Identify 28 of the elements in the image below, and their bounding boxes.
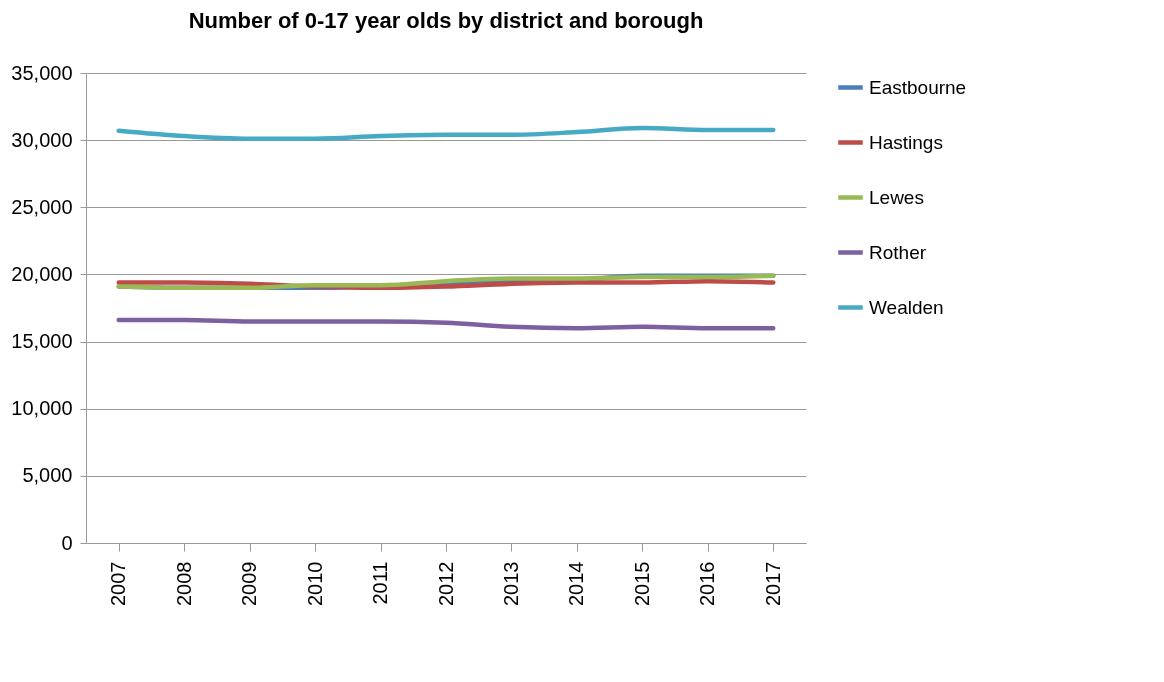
legend-label: Wealden: [869, 296, 944, 318]
legend-label: Hastings: [869, 131, 943, 153]
x-tick-label: 2016: [696, 561, 719, 606]
legend-label: Rother: [869, 241, 927, 263]
x-tick-label: 2012: [434, 561, 457, 606]
x-tick-label: 2011: [369, 561, 392, 605]
x-tick-label: 2007: [107, 561, 130, 606]
x-tick-label: 2017: [761, 561, 784, 606]
y-tick-label: 5,000: [22, 464, 73, 487]
y-tick-label: 15,000: [11, 330, 73, 353]
y-tick-label: 35,000: [11, 61, 73, 84]
y-tick-label: 20,000: [11, 262, 73, 285]
y-tick-label: 10,000: [11, 397, 73, 420]
x-tick-label: 2009: [238, 561, 261, 606]
y-tick-label: 30,000: [11, 128, 73, 151]
x-tick-label: 2015: [630, 561, 653, 606]
x-tick-label: 2010: [303, 561, 326, 606]
line-series: [116, 317, 776, 331]
x-tick-label: 2008: [172, 561, 195, 606]
line-series: [116, 278, 776, 291]
x-tick-label: 2013: [499, 561, 522, 606]
chart-title: Number of 0-17 year olds by district and borough: [188, 8, 704, 33]
y-tick-label: 0: [61, 531, 73, 554]
legend-label: Lewes: [869, 186, 924, 208]
x-tick-label: 2014: [565, 561, 588, 606]
legend-label: Eastbourne: [869, 76, 967, 98]
line-series: [116, 125, 776, 142]
y-tick-label: 25,000: [11, 195, 73, 218]
